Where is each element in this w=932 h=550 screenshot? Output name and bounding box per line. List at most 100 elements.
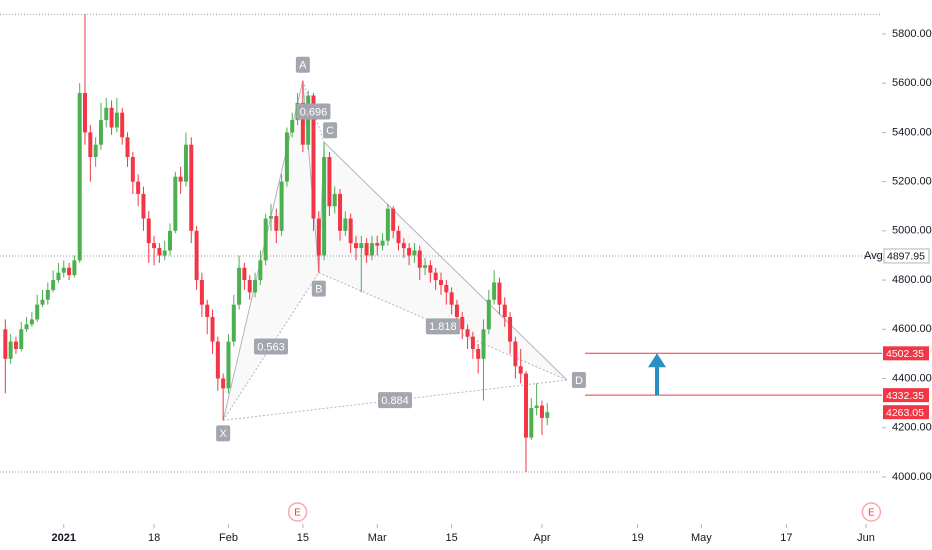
price-label: 4502.35 — [886, 348, 924, 360]
candle-body — [284, 132, 289, 182]
candle-body — [141, 193, 146, 219]
candle-body — [502, 304, 507, 317]
event-marker — [287, 502, 308, 522]
candle-body — [290, 120, 295, 133]
avg-box — [883, 248, 930, 264]
candle-body — [407, 248, 412, 256]
x-tick-label: Apr — [533, 532, 550, 544]
candle-body — [13, 341, 18, 349]
candle-body — [332, 193, 337, 207]
candle-body — [51, 280, 56, 290]
pattern-ratio-box — [296, 103, 331, 120]
candle-body — [433, 272, 438, 281]
candle-body — [439, 280, 443, 285]
candle-body — [152, 243, 157, 249]
candle-body — [486, 299, 491, 330]
candle-body — [391, 208, 396, 231]
candle-body — [274, 216, 279, 231]
pattern-point-label: X — [219, 428, 227, 440]
pattern-point-label: D — [575, 375, 583, 387]
x-tick-label: 19 — [631, 532, 643, 544]
candle-body — [67, 267, 72, 276]
candle-body — [40, 299, 45, 305]
candle-body — [444, 284, 449, 293]
y-tick-label: 4800.00 — [892, 274, 932, 286]
candle-body — [417, 250, 422, 268]
pattern-point-box — [323, 122, 338, 139]
candle-body — [157, 248, 162, 256]
pattern-ratio-line — [318, 272, 568, 381]
pattern-ratio-box — [378, 392, 413, 409]
candle-body — [29, 319, 34, 325]
price-box — [883, 405, 929, 420]
candle-body — [125, 137, 130, 158]
price-box — [883, 388, 929, 403]
pattern-point-label: A — [299, 60, 307, 72]
x-tick-label: Jun — [857, 532, 875, 544]
candle-body — [24, 324, 29, 330]
candle-body — [136, 181, 141, 194]
candle-body — [210, 316, 215, 342]
candle-body — [476, 348, 481, 359]
candle-body — [178, 176, 183, 182]
y-tick-label: 4600.00 — [892, 323, 932, 335]
y-tick-label: 4400.00 — [892, 372, 932, 384]
candle-body — [104, 107, 109, 121]
pattern-fill — [223, 80, 319, 421]
candle-body — [545, 412, 550, 418]
pattern-ratio-box — [253, 338, 288, 355]
candle-body — [88, 132, 93, 158]
candle-body — [35, 304, 40, 320]
candle-body — [199, 280, 204, 305]
y-tick-label: 5800.00 — [892, 28, 932, 40]
candle-body — [19, 329, 24, 349]
x-tick-label: May — [691, 532, 712, 544]
pattern-point-box — [311, 280, 326, 297]
candle-body — [375, 243, 380, 246]
candle-body — [380, 240, 385, 246]
candle-body — [231, 304, 236, 342]
candle-body — [518, 366, 523, 374]
candle-body — [412, 250, 417, 256]
candle-body — [263, 218, 268, 261]
candle-body — [300, 102, 305, 145]
candle-body — [481, 329, 486, 359]
candle-body — [253, 280, 258, 293]
candle-body — [173, 176, 178, 231]
candle-body — [306, 95, 311, 145]
candle-body — [162, 250, 167, 256]
candle-body — [396, 230, 401, 244]
candle-body — [242, 267, 247, 281]
pattern-ratio-line — [222, 272, 320, 421]
pattern-point-box — [216, 425, 231, 442]
candle-body — [247, 280, 252, 293]
x-tick-label: 17 — [780, 532, 792, 544]
pattern-ratio-label: 0.884 — [381, 395, 409, 407]
candle-body — [529, 408, 534, 438]
candle-body — [401, 243, 406, 249]
pattern-ratio-label: 0.563 — [257, 341, 285, 353]
pattern-ratio-box — [425, 318, 460, 335]
candle-body — [470, 336, 475, 349]
candle-body — [45, 289, 50, 300]
candle-body — [423, 265, 428, 268]
candle-body — [369, 243, 374, 256]
candle-body — [215, 341, 220, 379]
x-tick-label: 2021 — [52, 532, 76, 544]
candle-body — [508, 316, 513, 342]
event-label: E — [294, 508, 301, 519]
candle-body — [146, 218, 151, 244]
pattern-point-box — [571, 371, 586, 388]
y-tick-label: 4000.00 — [892, 471, 932, 483]
candle-body — [120, 112, 125, 138]
candle-body — [72, 260, 77, 276]
candle-body — [3, 329, 8, 359]
candle-body — [353, 243, 358, 249]
candle-body — [322, 157, 327, 256]
x-tick-label: 15 — [446, 532, 458, 544]
pattern-point-label: B — [315, 284, 322, 296]
candle-body — [338, 193, 343, 231]
candle-body — [454, 304, 459, 317]
